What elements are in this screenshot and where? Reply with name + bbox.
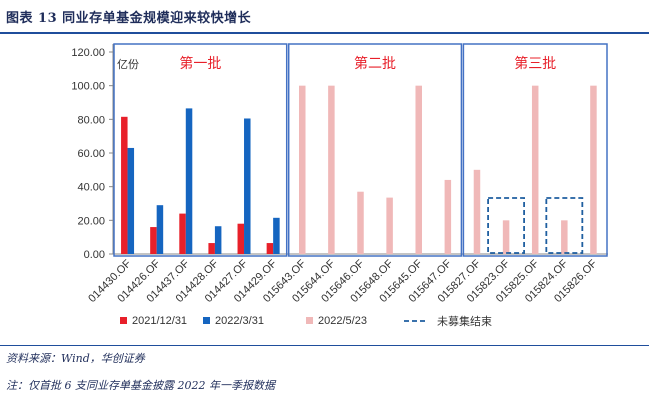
y-tick-label: 20.00 <box>77 215 105 227</box>
bar <box>473 169 481 254</box>
bar <box>590 85 597 255</box>
unfinished-marker <box>545 197 584 254</box>
batch-label: 第二批 <box>354 55 396 72</box>
x-tick-labels: 014430.OF014426.OF014437.OF014428.OF0144… <box>86 257 599 305</box>
bar <box>208 243 215 254</box>
footnote: 注：仅首批 6 支同业存单基金披露 2022 年一季报数据 <box>6 379 275 392</box>
bar <box>179 213 186 254</box>
bar-layer <box>121 85 597 255</box>
bar <box>244 118 251 254</box>
bar <box>415 85 422 255</box>
bar <box>502 220 510 254</box>
bottom-rule <box>0 345 649 346</box>
axis-layer: 0.00 20.00 40.00 60.00 80.00 100.00 120.00 <box>71 44 608 261</box>
bar <box>531 85 539 255</box>
legend-swatch <box>306 317 313 324</box>
batch-box <box>287 43 463 257</box>
figure-title: 图表 13 同业存单基金规模迎来较快增长 <box>6 11 252 26</box>
y-tick-label: 80.00 <box>77 114 105 126</box>
bar <box>156 205 164 254</box>
bar <box>561 220 568 254</box>
bar <box>357 191 364 254</box>
y-tick-label: 0.00 <box>84 249 105 261</box>
legend-label: 2022/3/31 <box>215 315 264 327</box>
legend-swatch <box>203 317 210 324</box>
source-note: 资料来源：Wind，华创证券 <box>6 352 145 365</box>
bar <box>237 223 245 254</box>
y-tick-label: 120.00 <box>71 47 105 59</box>
legend: 2021/12/31 2022/3/31 2022/5/23 未募集结束 <box>120 314 492 328</box>
y-tick-label: 100.00 <box>71 81 105 93</box>
bar <box>121 116 128 254</box>
bar <box>444 179 452 254</box>
bar <box>299 85 306 255</box>
bar <box>328 85 335 255</box>
bar <box>266 243 274 254</box>
batch-box <box>462 43 608 257</box>
bar <box>386 197 393 254</box>
batch-label: 第三批 <box>514 55 556 72</box>
legend-label: 未募集结束 <box>437 314 492 328</box>
bar <box>127 147 135 254</box>
batch-label: 第一批 <box>179 55 221 72</box>
batch-box <box>113 43 288 257</box>
unfinished-marker <box>487 197 525 254</box>
batch-layer: 第一批 第二批 第三批 <box>113 43 608 257</box>
legend-swatch <box>120 317 127 324</box>
top-rule <box>0 32 649 34</box>
bar <box>185 108 193 255</box>
bar <box>150 227 157 254</box>
y-unit-label: 亿份 <box>117 58 139 71</box>
bar <box>214 226 222 254</box>
bar <box>273 217 280 254</box>
y-tick-label: 60.00 <box>77 148 105 160</box>
legend-label: 2022/5/23 <box>318 315 367 327</box>
legend-label: 2021/12/31 <box>132 315 187 327</box>
y-tick-label: 40.00 <box>77 182 105 194</box>
